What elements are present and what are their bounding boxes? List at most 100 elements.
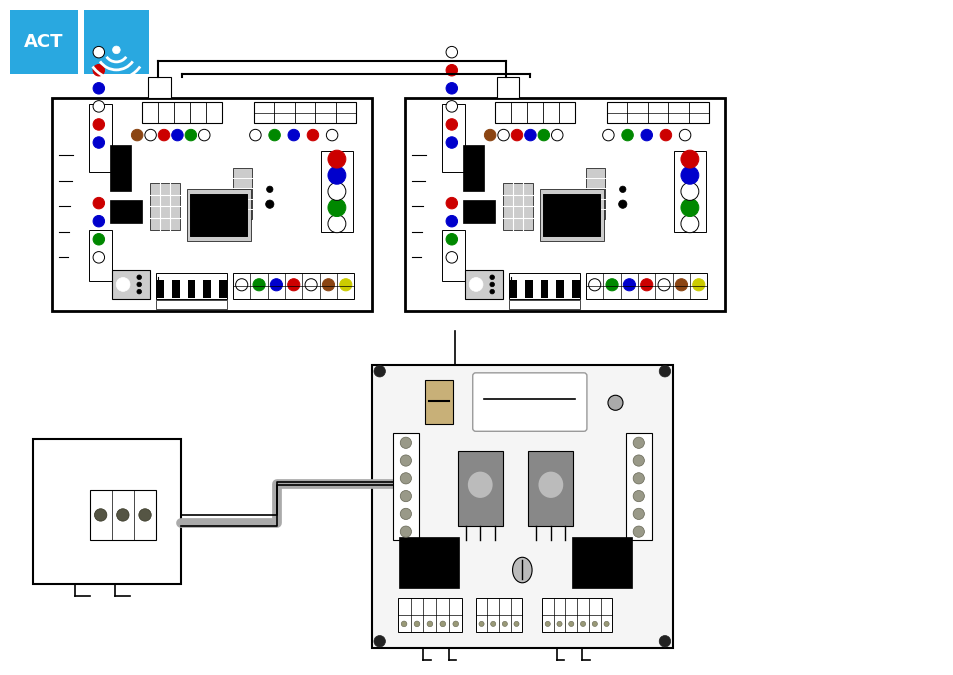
Circle shape <box>288 279 299 291</box>
Bar <box>495 102 575 124</box>
Circle shape <box>640 279 652 291</box>
Bar <box>540 279 548 298</box>
Circle shape <box>633 508 643 520</box>
Circle shape <box>132 130 143 141</box>
Bar <box>548 279 556 298</box>
Bar <box>110 144 131 192</box>
Circle shape <box>328 166 346 184</box>
Bar <box>393 433 418 540</box>
Bar <box>509 273 579 299</box>
Circle shape <box>680 150 699 168</box>
Bar <box>84 10 149 74</box>
Circle shape <box>621 130 633 141</box>
Circle shape <box>266 186 273 192</box>
Circle shape <box>557 621 561 626</box>
Bar <box>190 194 247 236</box>
Bar <box>509 279 517 298</box>
Circle shape <box>400 491 411 502</box>
Circle shape <box>265 200 274 209</box>
Circle shape <box>551 130 562 141</box>
Circle shape <box>659 366 670 377</box>
Circle shape <box>658 279 669 291</box>
Bar <box>233 168 252 219</box>
Circle shape <box>446 101 457 112</box>
Circle shape <box>490 622 496 626</box>
Bar <box>233 273 355 299</box>
Circle shape <box>446 234 457 245</box>
Circle shape <box>145 130 156 141</box>
Circle shape <box>307 130 318 141</box>
Circle shape <box>158 130 170 141</box>
Circle shape <box>328 182 346 200</box>
Circle shape <box>374 636 385 647</box>
Circle shape <box>659 130 671 141</box>
Bar <box>541 598 612 632</box>
Circle shape <box>544 621 550 626</box>
Circle shape <box>400 472 411 484</box>
Circle shape <box>112 46 120 54</box>
Bar <box>462 200 495 223</box>
Circle shape <box>401 621 407 627</box>
Circle shape <box>185 130 196 141</box>
Bar <box>90 489 156 540</box>
Circle shape <box>592 621 597 626</box>
Bar <box>218 279 227 298</box>
Circle shape <box>446 82 457 94</box>
Circle shape <box>633 437 643 448</box>
Bar <box>90 230 112 281</box>
Circle shape <box>446 252 457 263</box>
Bar <box>253 102 355 124</box>
Circle shape <box>679 130 690 141</box>
Circle shape <box>93 101 105 112</box>
Circle shape <box>633 455 643 466</box>
Bar <box>10 10 78 74</box>
Bar <box>606 102 708 124</box>
Bar <box>424 380 453 424</box>
Circle shape <box>235 279 248 291</box>
Ellipse shape <box>537 472 562 498</box>
Circle shape <box>328 198 346 217</box>
Circle shape <box>537 130 549 141</box>
Circle shape <box>640 130 652 141</box>
Circle shape <box>446 197 457 209</box>
Bar <box>90 104 112 172</box>
Bar <box>203 279 211 298</box>
Bar <box>571 537 631 589</box>
Circle shape <box>288 130 299 141</box>
Circle shape <box>172 130 183 141</box>
Bar <box>442 104 464 172</box>
Circle shape <box>579 621 585 626</box>
Bar <box>509 300 579 309</box>
Circle shape <box>414 621 419 627</box>
Circle shape <box>446 65 457 76</box>
Circle shape <box>497 130 509 141</box>
Circle shape <box>116 277 130 292</box>
Circle shape <box>680 215 699 233</box>
Circle shape <box>93 65 105 76</box>
Circle shape <box>137 275 141 279</box>
Circle shape <box>374 366 385 377</box>
Bar <box>190 194 247 236</box>
Circle shape <box>439 621 445 627</box>
Bar <box>156 273 227 299</box>
Circle shape <box>633 472 643 484</box>
Circle shape <box>680 166 699 184</box>
Circle shape <box>603 621 609 626</box>
Circle shape <box>514 622 518 626</box>
Circle shape <box>93 82 105 94</box>
Bar <box>585 273 707 299</box>
Bar <box>585 168 604 219</box>
Bar <box>457 451 502 526</box>
Bar <box>552 194 576 207</box>
Circle shape <box>93 252 105 263</box>
Circle shape <box>322 279 335 291</box>
Circle shape <box>490 282 494 287</box>
Bar <box>476 598 522 632</box>
Circle shape <box>511 130 522 141</box>
Bar <box>372 364 672 648</box>
Circle shape <box>469 277 482 292</box>
Circle shape <box>93 47 105 58</box>
Bar <box>405 98 724 310</box>
Ellipse shape <box>512 558 532 583</box>
Circle shape <box>93 215 105 227</box>
